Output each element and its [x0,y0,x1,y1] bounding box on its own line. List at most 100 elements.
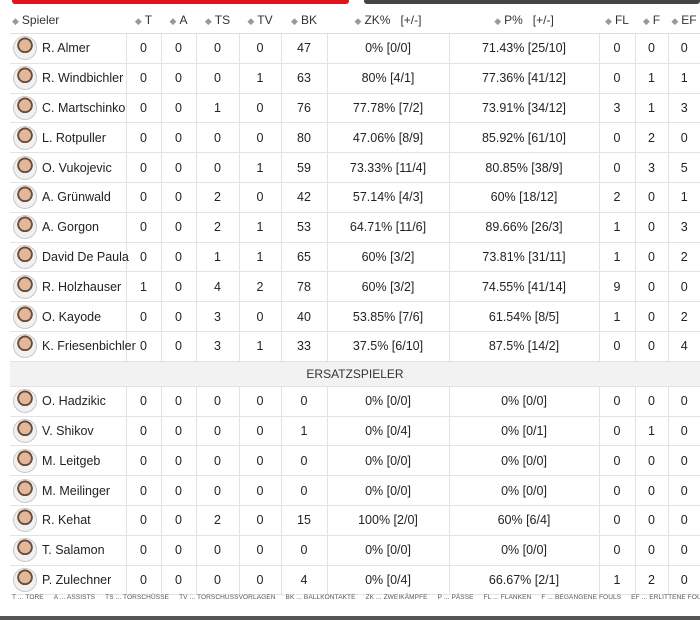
player-name[interactable]: R. Holzhauser [42,279,122,294]
column-header-spieler[interactable]: ◆ Spieler [10,6,126,34]
sort-arrows-icon: ◆ [605,15,612,26]
stat-fl: 1 [598,565,635,596]
stat-p: 71.43% [25/10] [448,33,599,64]
stat-bk: 15 [280,505,327,536]
player-avatar-icon [13,508,37,533]
player-cell[interactable]: O. Vukojevic [10,152,126,183]
stat-tv: 1 [238,331,281,362]
player-name[interactable]: A. Gorgon [42,220,99,235]
column-header-a[interactable]: ◆ A [161,6,196,34]
stat-t: 0 [125,565,161,596]
stat-ef: 0 [667,386,700,417]
legend-item: A ... ASSISTS [53,594,96,601]
stat-bk: 53 [280,212,327,243]
stat-tv: 0 [238,445,281,477]
legend-item: BK ... BALLKONTAKTE [285,594,356,601]
player-name[interactable]: O. Kayode [42,309,102,324]
stat-tv: 1 [238,152,281,183]
player-cell[interactable]: K. Friesenbichler [10,331,136,362]
player-name[interactable]: V. Shikov [42,423,94,438]
player-name[interactable]: R. Almer [42,41,90,56]
player-cell[interactable]: V. Shikov [10,416,126,447]
player-name[interactable]: R. Windbichler [42,71,124,86]
column-header-ef[interactable]: ◆ EF [668,6,700,34]
column-header-f[interactable]: ◆ F [635,6,668,34]
player-cell[interactable]: M. Meilinger [10,475,126,506]
stat-t: 0 [125,242,161,273]
stat-bk: 40 [280,301,327,332]
player-cell[interactable]: O. Kayode [10,301,126,332]
player-name[interactable]: P. Zulechner [42,572,112,587]
player-cell[interactable]: David De Paula [10,242,129,273]
stat-t: 0 [125,535,161,566]
player-avatar-icon [13,567,37,592]
column-header-bk[interactable]: ◆ BK [281,6,327,34]
stat-fl: 0 [598,122,635,154]
player-cell[interactable]: O. Hadzikic [10,386,126,417]
stat-ef: 2 [667,242,700,273]
player-name[interactable]: R. Kehat [42,513,91,528]
stat-f: 0 [634,445,668,477]
stat-tv: 0 [238,93,281,124]
player-name[interactable]: David De Paula [42,249,129,264]
stat-a: 0 [160,152,196,183]
player-name[interactable]: A. Grünwald [42,190,111,205]
player-name[interactable]: T. Salamon [42,543,105,558]
player-cell[interactable]: L. Rotpuller [10,122,126,154]
player-name[interactable]: M. Leitgeb [42,453,101,468]
player-cell[interactable]: R. Almer [10,33,126,64]
table-row: M. Meilinger 0 0 0 0 0 0% [0/0] 0% [0/0] 0 0 0 [10,475,700,506]
column-header-ts[interactable]: ◆ TS [196,6,239,34]
player-name[interactable]: O. Vukojevic [42,160,112,175]
player-name[interactable]: C. Martschinko [42,100,126,115]
player-cell[interactable]: T. Salamon [10,535,126,566]
stat-p: 87.5% [14/2] [448,331,599,362]
sort-arrows-icon: ◆ [204,15,212,26]
legend-item: TV ... TORSCHUSSVORLAGEN [179,594,276,601]
column-header-fl[interactable]: ◆ FL [599,6,635,34]
table-row: V. Shikov 0 0 0 0 1 0% [0/4] 0% [0/1] 0 1 0 [10,416,700,447]
player-cell[interactable]: R. Windbichler [10,63,126,94]
stat-ef: 0 [667,565,700,596]
player-avatar-icon [13,274,37,299]
inactive-tab-indicator[interactable] [364,0,700,4]
player-cell[interactable]: R. Kehat [10,505,126,536]
column-header-p[interactable]: ◆ P% [+/-] [449,6,599,34]
stat-p: 0% [0/0] [448,535,599,566]
stat-fl: 0 [598,331,635,362]
sort-arrows-icon: ◆ [291,15,298,26]
player-cell[interactable]: R. Holzhauser [10,271,126,303]
player-cell[interactable]: A. Gorgon [10,212,126,243]
player-name[interactable]: O. Hadzikic [42,394,106,409]
player-cell[interactable]: M. Leitgeb [10,445,126,477]
stat-ef: 0 [667,122,700,154]
column-header-t[interactable]: ◆ T [126,6,161,34]
player-name[interactable]: L. Rotpuller [42,130,106,145]
table-row: K. Friesenbichler 0 0 3 1 33 37.5% [6/10] 87.5%… [10,331,700,362]
active-tab-indicator[interactable] [12,0,349,4]
stat-fl: 1 [598,212,635,243]
stat-ts: 0 [195,475,239,506]
player-cell[interactable]: P. Zulechner [10,565,126,596]
stat-t: 0 [125,445,161,477]
stat-p: 61.54% [8/5] [448,301,599,332]
player-name[interactable]: K. Friesenbichler [42,339,136,354]
column-header-tv[interactable]: ◆ TV [239,6,281,34]
stat-zk: 60% [3/2] [326,271,449,303]
player-name[interactable]: M. Meilinger [42,483,111,498]
stat-tv: 0 [238,535,281,566]
stat-t: 0 [125,212,161,243]
player-cell[interactable]: A. Grünwald [10,182,126,213]
table-row: R. Holzhauser 1 0 4 2 78 60% [3/2] 74.55% [41/1… [10,271,700,303]
stat-ef: 0 [667,33,700,64]
column-header-zk[interactable]: ◆ ZK% [+/-] [327,6,449,34]
stat-zk: 47.06% [8/9] [326,122,449,154]
player-cell[interactable]: C. Martschinko [10,93,126,124]
stat-a: 0 [160,301,196,332]
stat-a: 0 [160,565,196,596]
table-row: C. Martschinko 0 0 1 0 76 77.78% [7/2] 73.91% [… [10,93,700,124]
stat-zk: 73.33% [11/4] [326,152,449,183]
stat-bk: 63 [280,63,327,94]
player-avatar-icon [13,389,37,414]
stat-ef: 0 [667,416,700,447]
